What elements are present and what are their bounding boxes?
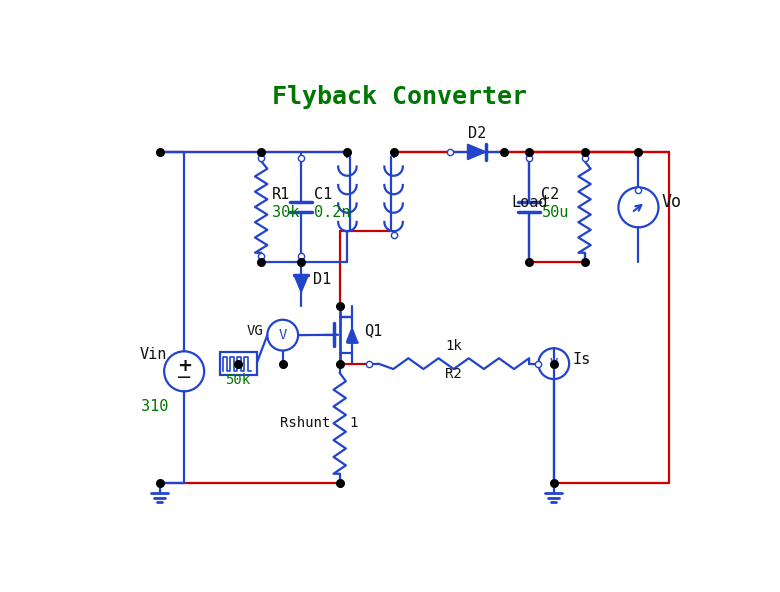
Text: −: − bbox=[176, 368, 193, 387]
Text: Load: Load bbox=[511, 195, 548, 210]
Text: D2: D2 bbox=[468, 126, 486, 141]
Polygon shape bbox=[294, 275, 308, 292]
Text: R1: R1 bbox=[272, 187, 290, 202]
Text: 50u: 50u bbox=[541, 205, 569, 220]
Text: 0.2n: 0.2n bbox=[314, 205, 350, 220]
Text: V: V bbox=[550, 356, 558, 371]
Text: 1: 1 bbox=[349, 416, 358, 430]
Text: Vin: Vin bbox=[140, 347, 167, 362]
Text: Flyback Converter: Flyback Converter bbox=[272, 85, 527, 109]
Text: C1: C1 bbox=[314, 187, 332, 202]
Text: V: V bbox=[278, 328, 287, 342]
Text: Q1: Q1 bbox=[364, 323, 382, 338]
Text: +: + bbox=[176, 357, 192, 375]
Text: Is: Is bbox=[573, 352, 590, 366]
Polygon shape bbox=[346, 328, 357, 342]
Text: D1: D1 bbox=[313, 272, 331, 287]
Text: Vo: Vo bbox=[661, 194, 682, 211]
Polygon shape bbox=[467, 144, 486, 160]
Text: C2: C2 bbox=[541, 187, 560, 202]
Text: VG: VG bbox=[246, 324, 264, 338]
Text: 1k: 1k bbox=[445, 339, 462, 353]
Text: Rshunt: Rshunt bbox=[280, 416, 331, 430]
Text: 310: 310 bbox=[141, 400, 168, 414]
Text: 30k: 30k bbox=[272, 205, 300, 220]
FancyBboxPatch shape bbox=[220, 352, 257, 375]
Text: R2: R2 bbox=[445, 366, 462, 381]
Text: 50k: 50k bbox=[225, 374, 250, 387]
